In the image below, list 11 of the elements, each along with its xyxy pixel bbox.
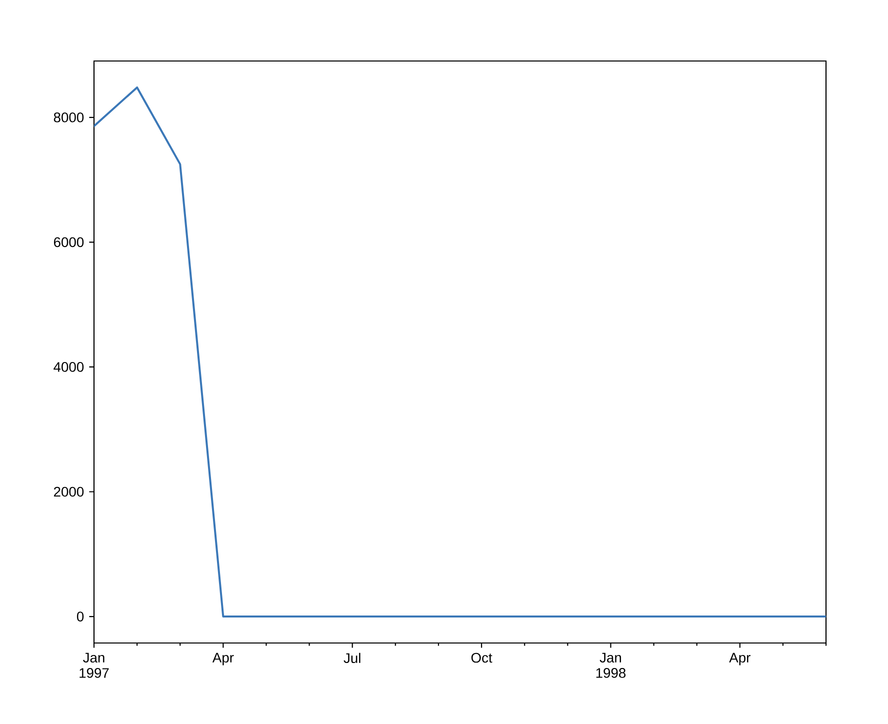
y-tick-label: 4000 [54,362,84,372]
x-tick-label: Apr [212,652,234,666]
x-tick-label: Oct [471,652,492,663]
y-tick-label: 2000 [54,486,84,497]
x-tick-label: Jul [344,652,360,664]
x-tick-label: Jan 1997 [80,652,109,678]
y-tick-label: 8000 [54,112,84,122]
y-tick-label: 0 [76,612,84,622]
y-tick-label: 6000 [54,237,84,248]
x-tick-label: Jan 1998 [596,652,626,678]
x-tick-label: Apr [729,652,750,666]
